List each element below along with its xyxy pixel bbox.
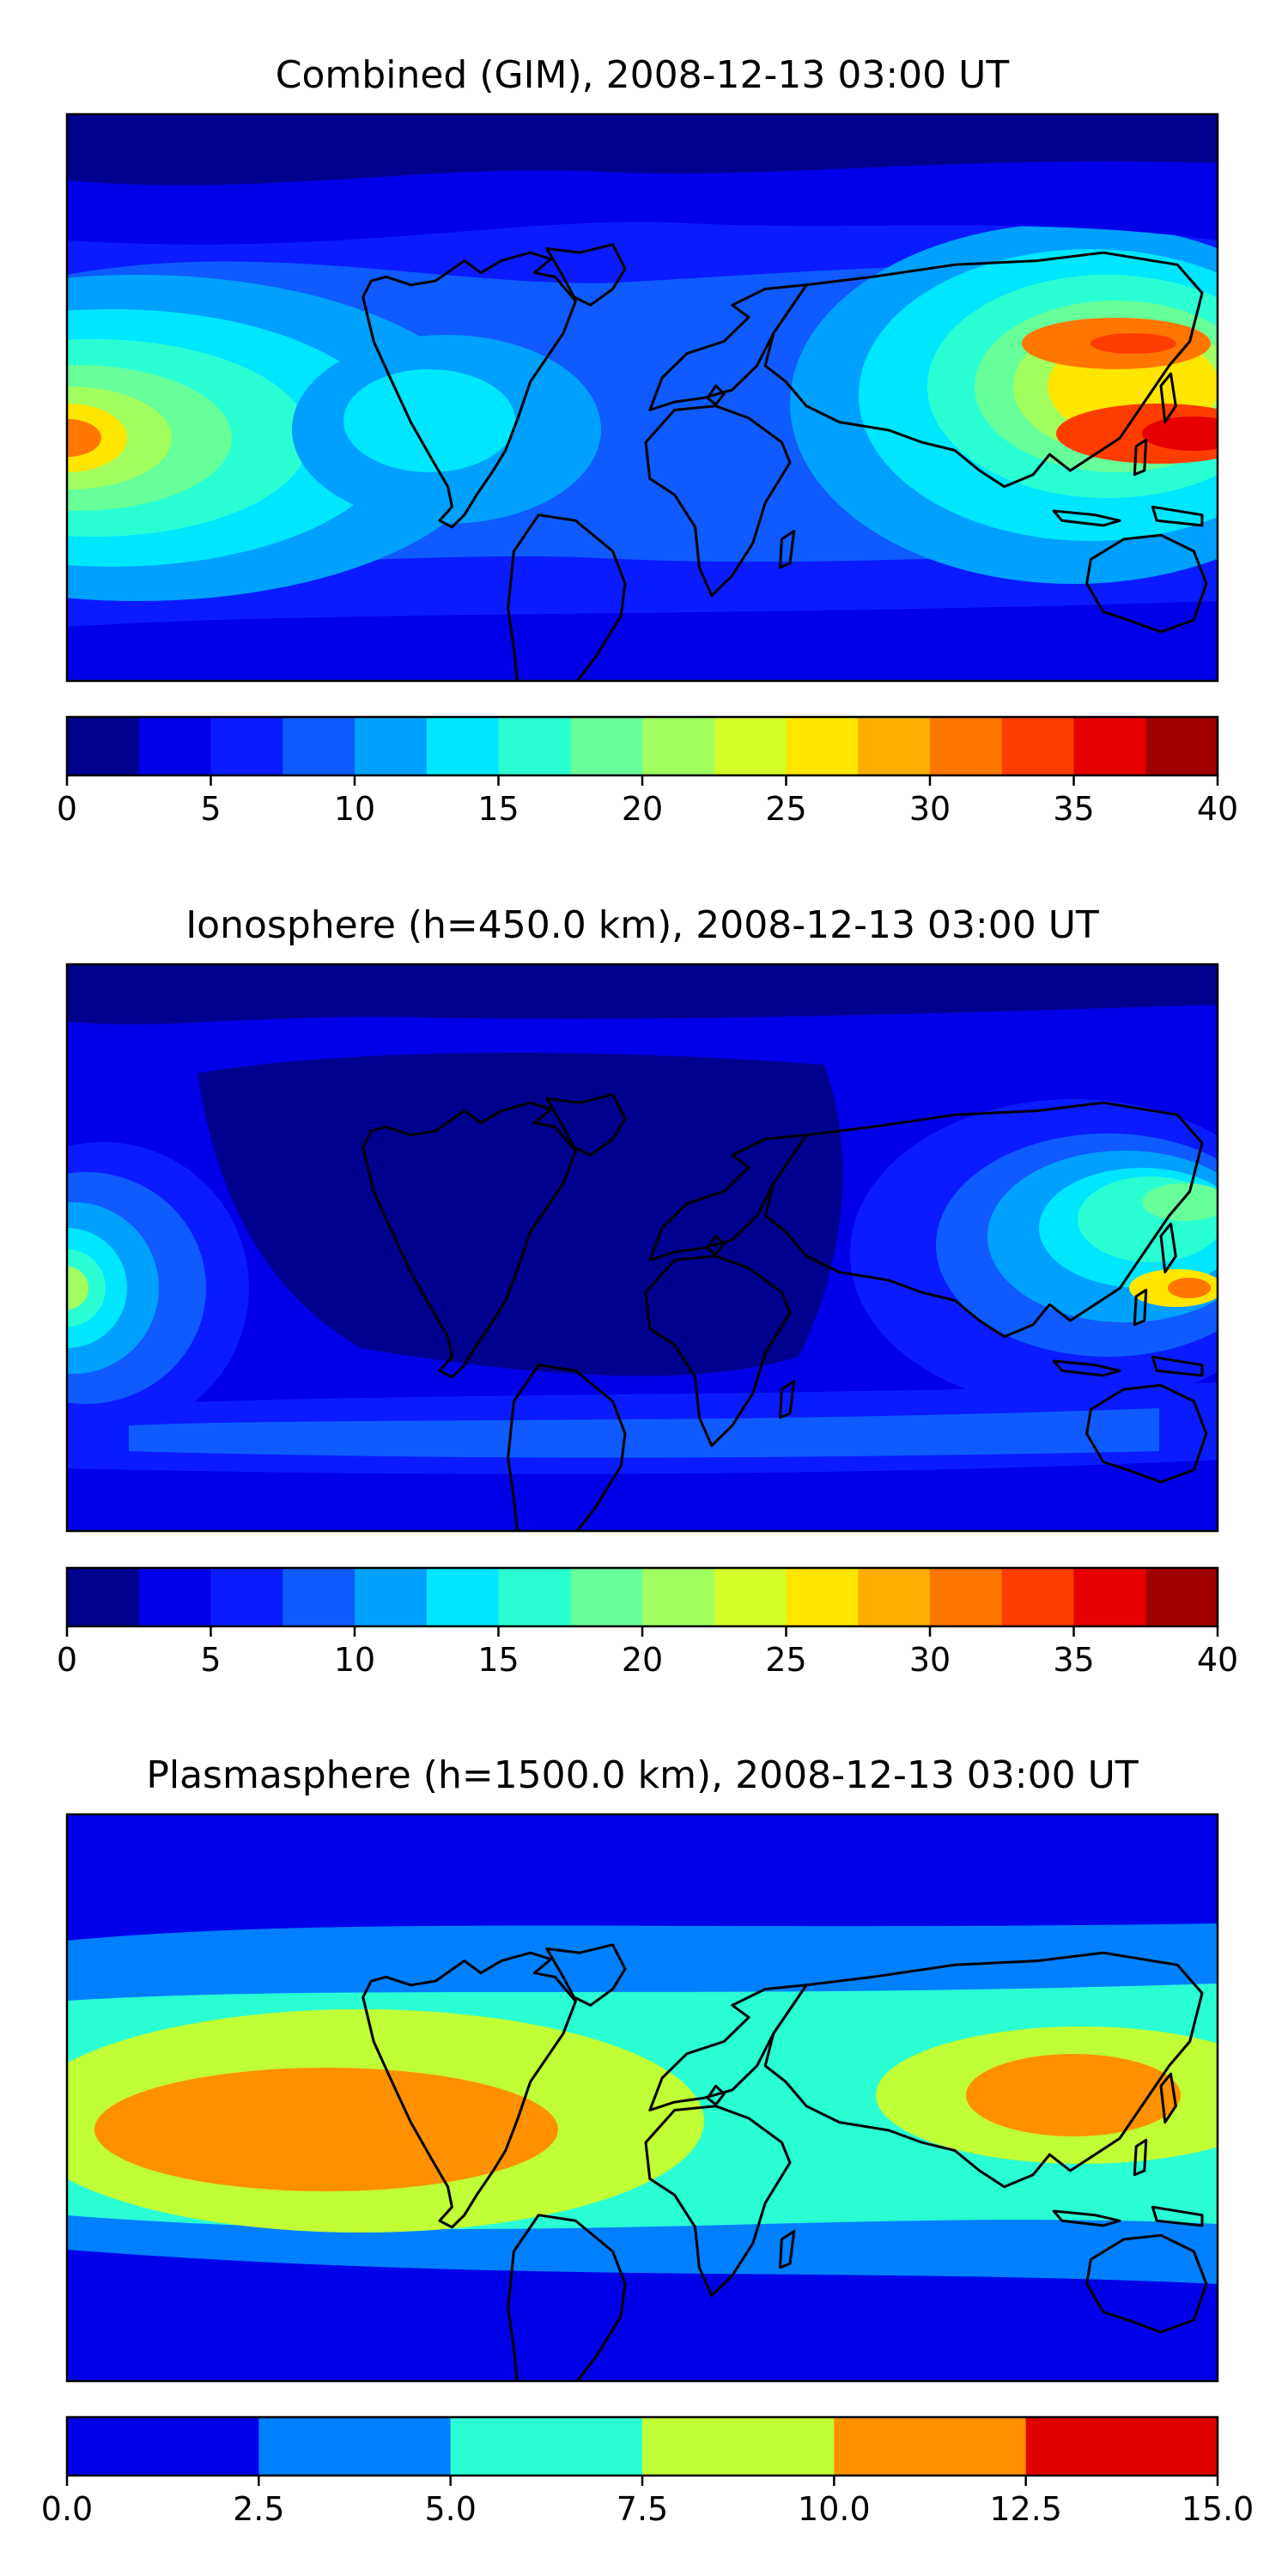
colorbar-segments xyxy=(67,1568,1218,1626)
colorbar-segment xyxy=(210,1568,283,1626)
colorbar-segment xyxy=(67,717,140,775)
panel-ionosphere: Ionosphere (h=450.0 km), 2008-12-13 03:0… xyxy=(65,903,1219,1533)
colorbar-segment xyxy=(498,717,571,775)
colorbar-segments xyxy=(67,2417,1218,2476)
colorbar-segment xyxy=(714,1568,787,1626)
colorbar-segment xyxy=(1073,717,1146,775)
colorbar-segment xyxy=(570,1568,643,1626)
colorbar-tick-label: 30 xyxy=(909,1641,951,1679)
colorbar-tick-label: 12.5 xyxy=(989,2490,1062,2528)
colorbar-tick-label: 20 xyxy=(622,790,663,828)
map-frame xyxy=(65,1813,1219,2383)
colorbar-segment xyxy=(426,717,499,775)
colorbar-ticks: 0 5 10 15 20 25 30 35 40 xyxy=(57,775,1238,828)
colorbar-segment xyxy=(210,717,283,775)
colorbar-plasmasphere: 0.0 2.5 5.0 7.5 10.0 12.5 15.0 xyxy=(41,2415,1255,2528)
map-frame xyxy=(65,963,1219,1533)
colorbar-segment xyxy=(642,717,715,775)
colorbar-tick-label: 10.0 xyxy=(798,2490,871,2528)
contour-north-polar xyxy=(67,114,1218,185)
contour-asia-blob xyxy=(1142,1183,1218,1221)
panel-plasmasphere: Plasmasphere (h=1500.0 km), 2008-12-13 0… xyxy=(65,1753,1219,2383)
colorbar-tick-label: 25 xyxy=(765,1641,806,1679)
colorbar-tick-label: 25 xyxy=(765,790,806,828)
colorbar-tick-label: 10 xyxy=(334,1641,375,1679)
colorbar-segment xyxy=(67,1568,140,1626)
chart-title: Plasmasphere (h=1500.0 km), 2008-12-13 0… xyxy=(146,1753,1138,1797)
colorbar-segment xyxy=(786,717,859,775)
colorbar-segment xyxy=(450,2417,643,2476)
colorbar-ticks: 0 5 10 15 20 25 30 35 40 xyxy=(57,1626,1238,1679)
contour-dark-core xyxy=(197,1053,843,1376)
colorbar-segment xyxy=(834,2417,1027,2476)
colorbar-segment xyxy=(1145,1568,1218,1626)
colorbar-ionosphere: 0 5 10 15 20 25 30 35 40 xyxy=(57,1566,1238,1679)
colorbar-tick-label: 35 xyxy=(1053,790,1094,828)
colorbar-segment xyxy=(138,1568,211,1626)
colorbar-tick-label: 5.0 xyxy=(424,2490,476,2528)
colorbar-combined: 0 5 10 15 20 25 30 35 40 xyxy=(57,715,1238,828)
colorbar-segment xyxy=(1001,717,1074,775)
colorbar-tick-label: 5 xyxy=(200,1641,221,1679)
chart-title: Combined (GIM), 2008-12-13 03:00 UT xyxy=(276,53,1010,97)
colorbar-tick-label: 15 xyxy=(477,1641,519,1679)
colorbar-tick-label: 0 xyxy=(57,1641,77,1679)
colorbar-tick-label: 10 xyxy=(334,790,375,828)
colorbar-tick-label: 40 xyxy=(1197,1641,1238,1679)
contour-north-polar xyxy=(67,964,1218,1024)
colorbar-segment xyxy=(930,1568,1003,1626)
colorbar-segment xyxy=(355,1568,428,1626)
colorbar-tick-label: 30 xyxy=(909,790,951,828)
colorbar-segments xyxy=(67,717,1218,775)
contour-pacific-blob xyxy=(67,1267,88,1309)
panel-combined: Combined (GIM), 2008-12-13 03:00 UT xyxy=(65,53,1219,683)
colorbar-tick-label: 15.0 xyxy=(1182,2490,1255,2528)
colorbar-segment xyxy=(1145,717,1218,775)
colorbar-segment xyxy=(1001,1568,1074,1626)
colorbar-segment xyxy=(642,1568,715,1626)
colorbar-tick-label: 5 xyxy=(200,790,221,828)
contour-asia-blob xyxy=(1142,416,1218,451)
contour-asia-blob xyxy=(1168,1278,1211,1298)
contour-asia-blob xyxy=(1091,333,1176,354)
colorbar-segment xyxy=(283,1568,355,1626)
colorbar-tick-label: 15 xyxy=(477,790,519,828)
colorbar-segment xyxy=(138,717,211,775)
contour-pacific-blob xyxy=(67,419,101,457)
colorbar-tick-label: 35 xyxy=(1053,1641,1094,1679)
chart-title: Ionosphere (h=450.0 km), 2008-12-13 03:0… xyxy=(185,903,1099,947)
colorbar-segment xyxy=(426,1568,499,1626)
map-field xyxy=(67,1814,1218,2381)
colorbar-segment xyxy=(714,717,787,775)
colorbar-segment xyxy=(930,717,1003,775)
colorbar-segment xyxy=(786,1568,859,1626)
colorbar-tick-label: 2.5 xyxy=(233,2490,284,2528)
colorbar-segment xyxy=(283,717,355,775)
colorbar-tick-label: 0.0 xyxy=(41,2490,93,2528)
colorbar-segment xyxy=(1025,2417,1218,2476)
colorbar-segment xyxy=(355,717,428,775)
colorbar-segment xyxy=(570,717,643,775)
colorbar-segment xyxy=(1073,1568,1146,1626)
contour-band-10 xyxy=(94,2068,558,2191)
colorbar-segment xyxy=(498,1568,571,1626)
colorbar-segment xyxy=(642,2417,835,2476)
colorbar-tick-label: 0 xyxy=(57,790,77,828)
contour-band-10 xyxy=(966,2054,1181,2136)
colorbar-segment xyxy=(67,2417,259,2476)
colorbar-ticks: 0.0 2.5 5.0 7.5 10.0 12.5 15.0 xyxy=(41,2476,1255,2528)
map-field xyxy=(67,964,1218,1531)
map-field xyxy=(67,114,1218,681)
colorbar-segment xyxy=(858,717,931,775)
map-frame xyxy=(65,112,1219,683)
contour-america-blob xyxy=(343,369,515,472)
colorbar-segment xyxy=(858,1568,931,1626)
colorbar-segment xyxy=(258,2417,452,2476)
colorbar-tick-label: 20 xyxy=(622,1641,663,1679)
colorbar-tick-label: 7.5 xyxy=(617,2490,668,2528)
contour-south-band xyxy=(129,1408,1159,1458)
contour-south-polar xyxy=(67,601,1218,681)
colorbar-tick-label: 40 xyxy=(1197,790,1238,828)
